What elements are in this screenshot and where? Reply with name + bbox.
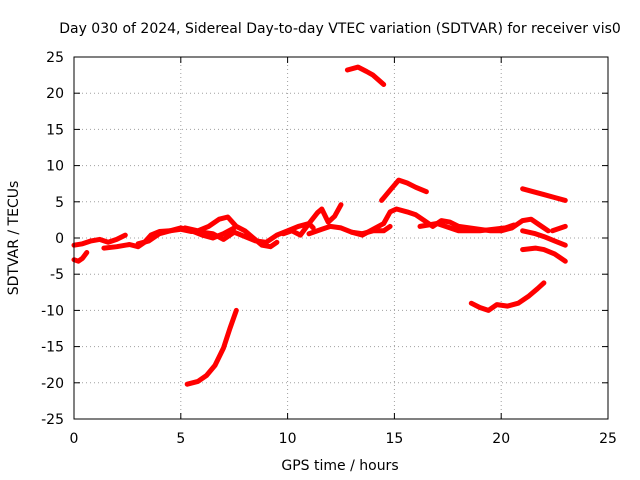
y-tick-label: 10: [46, 159, 64, 175]
y-tick-label: -10: [41, 303, 64, 319]
series-sat-l: [520, 245, 568, 264]
y-tick-label: 0: [55, 231, 64, 247]
plot-frame: [73, 56, 609, 420]
y-tick-label: 15: [46, 122, 64, 138]
y-tick-label: -20: [41, 376, 64, 392]
chart-title: Day 030 of 2024, Sidereal Day-to-day VTE…: [59, 21, 621, 37]
series-sat-i: [349, 206, 551, 238]
y-tick-label: 20: [46, 86, 64, 102]
series-sat-a: [71, 250, 90, 264]
series-sat-p: [379, 177, 429, 203]
series-sat-g: [280, 202, 344, 238]
series-sat-e: [182, 214, 280, 250]
x-tick-label: 0: [70, 431, 79, 447]
series-group: [71, 64, 568, 387]
y-tick-label: 25: [46, 50, 64, 66]
series-sat-q: [520, 186, 568, 203]
x-tick-label: 15: [385, 431, 403, 447]
series-sat-o: [344, 64, 387, 87]
y-axis-label: SDTVAR / TECUs: [6, 181, 22, 296]
series-sat-m: [550, 223, 568, 234]
x-tick-label: 25: [599, 431, 617, 447]
x-tick-label: 10: [279, 431, 297, 447]
x-tick-label: 20: [492, 431, 510, 447]
series-sat-b: [71, 232, 128, 248]
series-sat-k: [520, 228, 568, 248]
tick-labels: 0 5 10 15 20 25 25 20 15 10 5 0 -5 -10 -15 -20 -25: [41, 50, 617, 447]
x-tick-label: 5: [176, 431, 185, 447]
series-sat-n: [184, 307, 239, 387]
x-axis-label: GPS time / hours: [281, 458, 398, 474]
y-tick-label: -15: [41, 340, 64, 356]
series-sat-j: [417, 221, 517, 234]
y-tick-label: 5: [55, 195, 64, 211]
y-tick-label: -25: [41, 412, 64, 428]
grid: [73, 56, 609, 420]
y-tick-label: -5: [50, 267, 64, 283]
series-sat-r: [468, 280, 547, 313]
series-sat-f: [199, 221, 316, 245]
